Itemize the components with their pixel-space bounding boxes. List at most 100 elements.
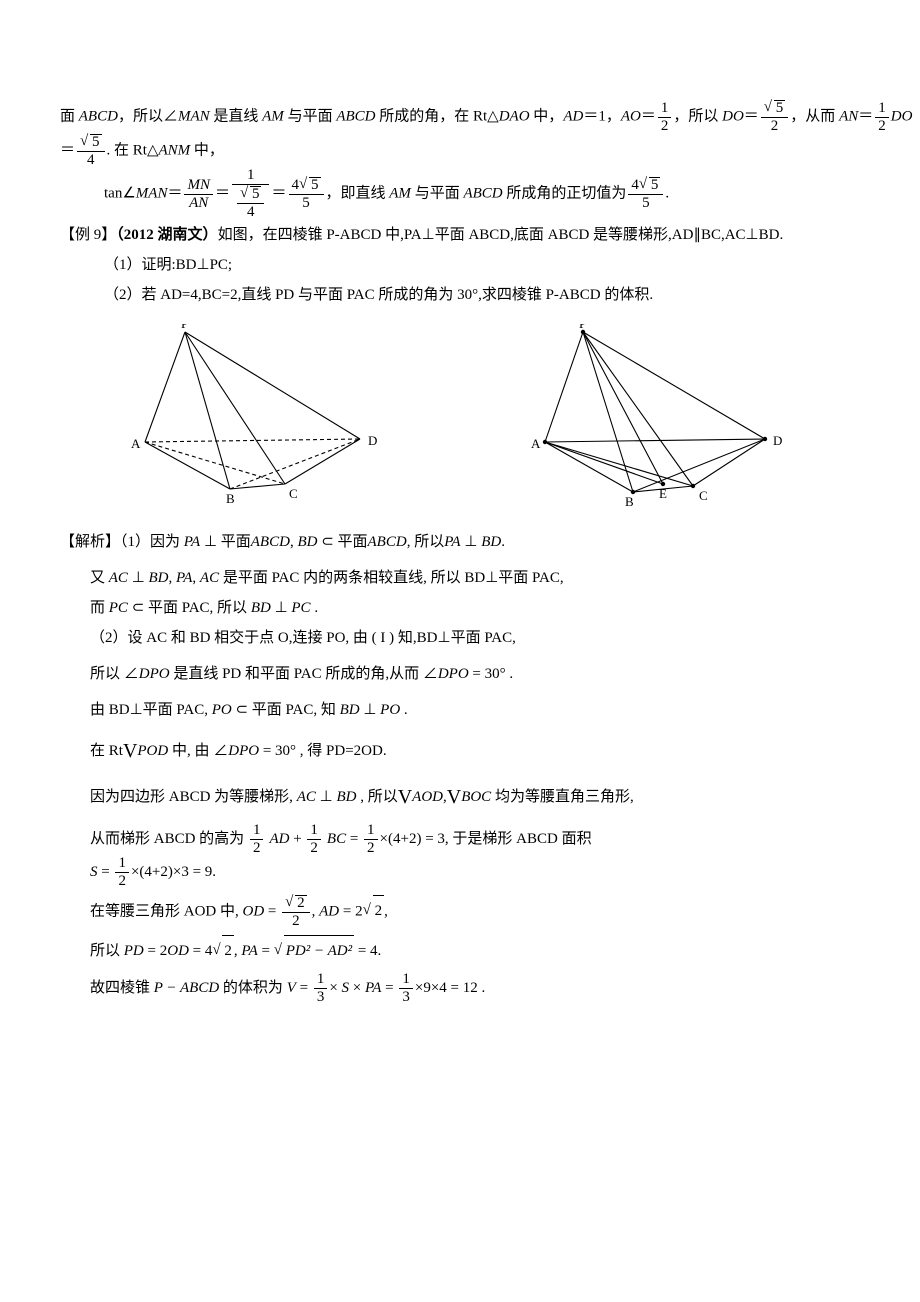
t: = — [98, 864, 114, 880]
n: 1 — [314, 972, 328, 989]
t: 由 BD⊥平面 PAC, — [90, 702, 212, 718]
svg-text:A: A — [531, 436, 541, 451]
t: ＝ — [60, 142, 75, 158]
svg-text:A: A — [131, 436, 141, 451]
t: . — [311, 600, 319, 616]
t: , — [192, 570, 200, 586]
t: = 4 — [189, 943, 212, 959]
m: OD — [243, 903, 265, 919]
svg-text:B: B — [625, 494, 634, 509]
sol-2: 又 AC ⊥ BD, PA, AC 是平面 PAC 内的两条相较直线, 所以 B… — [60, 563, 860, 593]
figure-right: PABCDE — [525, 324, 795, 509]
m: AD — [269, 831, 289, 847]
m: ABCD — [368, 534, 407, 550]
sol-3: 而 PC ⊂ 平面 PAC, 所以 BD ⊥ PC . — [60, 593, 860, 623]
t: ⊥ — [360, 702, 381, 718]
t: tan∠ — [104, 185, 136, 201]
m: AC — [200, 570, 219, 586]
m: P − ABCD — [154, 980, 219, 996]
am: AM — [389, 185, 411, 201]
d: 2 — [115, 873, 129, 889]
m: DPO — [139, 666, 170, 682]
f: 13 — [314, 972, 328, 1005]
pc: ） — [203, 227, 218, 243]
m: DPO — [228, 743, 259, 759]
man: MAN — [178, 108, 210, 124]
t: ×(4+2)×3 = 9. — [131, 864, 216, 880]
t: 所成角的正切值为 — [503, 185, 627, 201]
frac-mn-an: MNAN — [184, 178, 213, 211]
sol-12: 所以 PD = 2OD = 42, PA = PD² − AD² = 4. — [60, 935, 860, 966]
man: MAN — [136, 185, 168, 201]
m: BD — [297, 534, 317, 550]
n: 5 — [761, 100, 789, 118]
f: 12 — [115, 856, 129, 889]
r: 2 — [295, 895, 307, 911]
t: 所以 — [90, 943, 124, 959]
frac-sqrt5-2: 52 — [761, 100, 789, 134]
f: 12 — [307, 823, 321, 856]
m: DPO — [438, 666, 469, 682]
t: , — [384, 903, 388, 919]
po: （ — [116, 227, 124, 243]
m: BD — [149, 570, 169, 586]
t: 而 — [90, 600, 109, 616]
do2: DO — [891, 108, 913, 124]
m: PA — [365, 980, 381, 996]
svg-text:P: P — [579, 324, 586, 331]
svg-text:D: D — [773, 433, 782, 448]
stem: 如图，在四棱锥 P-ABCD 中,PA⊥平面 ABCD,底面 ABCD 是等腰梯… — [218, 227, 784, 243]
t: ⊥ — [128, 570, 149, 586]
d: 5 — [289, 195, 324, 211]
head: 【解析】 — [60, 534, 120, 550]
frac-4sqrt5-5: 455 — [289, 177, 324, 211]
t: = — [264, 903, 280, 919]
svg-text:C: C — [289, 486, 298, 501]
sol-1: 【解析】（1）因为 PA ⊥ 平面ABCD, BD ⊂ 平面ABCD, 所以PA… — [60, 527, 860, 557]
m: POD — [137, 743, 168, 759]
r: 5 — [309, 177, 321, 193]
sqrt: 2 — [212, 935, 234, 966]
t: = 2 — [144, 943, 167, 959]
sol-9: 从而梯形 ABCD 的高为 12AD + 12BC = 12×(4+2) = 3… — [60, 823, 860, 856]
am: AM — [262, 108, 284, 124]
n: 1 — [115, 856, 129, 873]
sol-7: 在 RtVPOD 中, 由 ∠DPO = 30° , 得 PD=2OD. — [60, 731, 860, 771]
m: PD — [124, 943, 144, 959]
svg-text:D: D — [368, 433, 377, 448]
n: 2 — [282, 895, 310, 913]
t: ⊂ 平面 PAC, 知 — [232, 702, 340, 718]
pre-line-1: 面 ABCD，所以∠MAN 是直线 AM 与平面 ABCD 所成的角，在 Rt△… — [60, 100, 860, 134]
t: ＝ — [641, 108, 656, 124]
t: 面 — [60, 108, 79, 124]
example-header: 【例 9】（2012 湖南文）如图，在四棱锥 P-ABCD 中,PA⊥平面 AB… — [60, 220, 860, 250]
d: 2 — [282, 913, 310, 929]
d: 2 — [307, 840, 321, 856]
dao: DAO — [499, 108, 530, 124]
t: 与平面 — [284, 108, 337, 124]
t: = 2 — [339, 903, 362, 919]
tag: 【例 9】 — [60, 227, 116, 243]
abcd2: ABCD — [336, 108, 375, 124]
t: + — [289, 831, 305, 847]
m: AC — [109, 570, 128, 586]
t: , 所以 — [356, 789, 397, 805]
pre-line-2: ＝54. 在 Rt△ANM 中， — [60, 134, 860, 168]
t: 因为四边形 ABCD 为等腰梯形, — [90, 789, 297, 805]
do: DO — [722, 108, 744, 124]
t: 中, 由 ∠ — [168, 743, 228, 759]
r: 5 — [774, 100, 786, 116]
n: 1 — [875, 101, 889, 118]
r: 5 — [250, 186, 262, 202]
f: 12 — [250, 823, 264, 856]
t: ⊥ — [461, 534, 482, 550]
t: ＝ — [215, 185, 230, 201]
t: ，所以 — [673, 108, 722, 124]
frac-compound: 154 — [232, 168, 270, 220]
m: S — [90, 864, 98, 880]
svg-text:P: P — [181, 324, 188, 331]
t: , — [169, 570, 177, 586]
abcd: ABCD — [463, 185, 502, 201]
t: 在等腰三角形 AOD 中, — [90, 903, 243, 919]
t: 与平面 — [411, 185, 464, 201]
